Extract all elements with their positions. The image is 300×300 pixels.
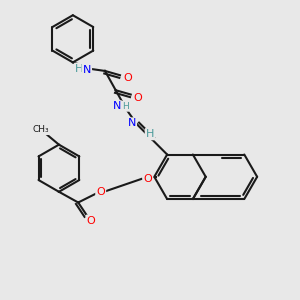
Text: O: O <box>87 216 95 226</box>
Text: CH₃: CH₃ <box>32 125 49 134</box>
Text: O: O <box>134 93 142 103</box>
Text: H: H <box>75 64 83 74</box>
Text: H: H <box>146 129 154 139</box>
Text: O: O <box>143 174 152 184</box>
Text: N: N <box>128 118 136 128</box>
Text: H: H <box>122 102 129 111</box>
Text: N: N <box>82 65 91 75</box>
Text: O: O <box>96 187 105 197</box>
Text: N: N <box>112 101 121 111</box>
Text: O: O <box>123 74 132 83</box>
